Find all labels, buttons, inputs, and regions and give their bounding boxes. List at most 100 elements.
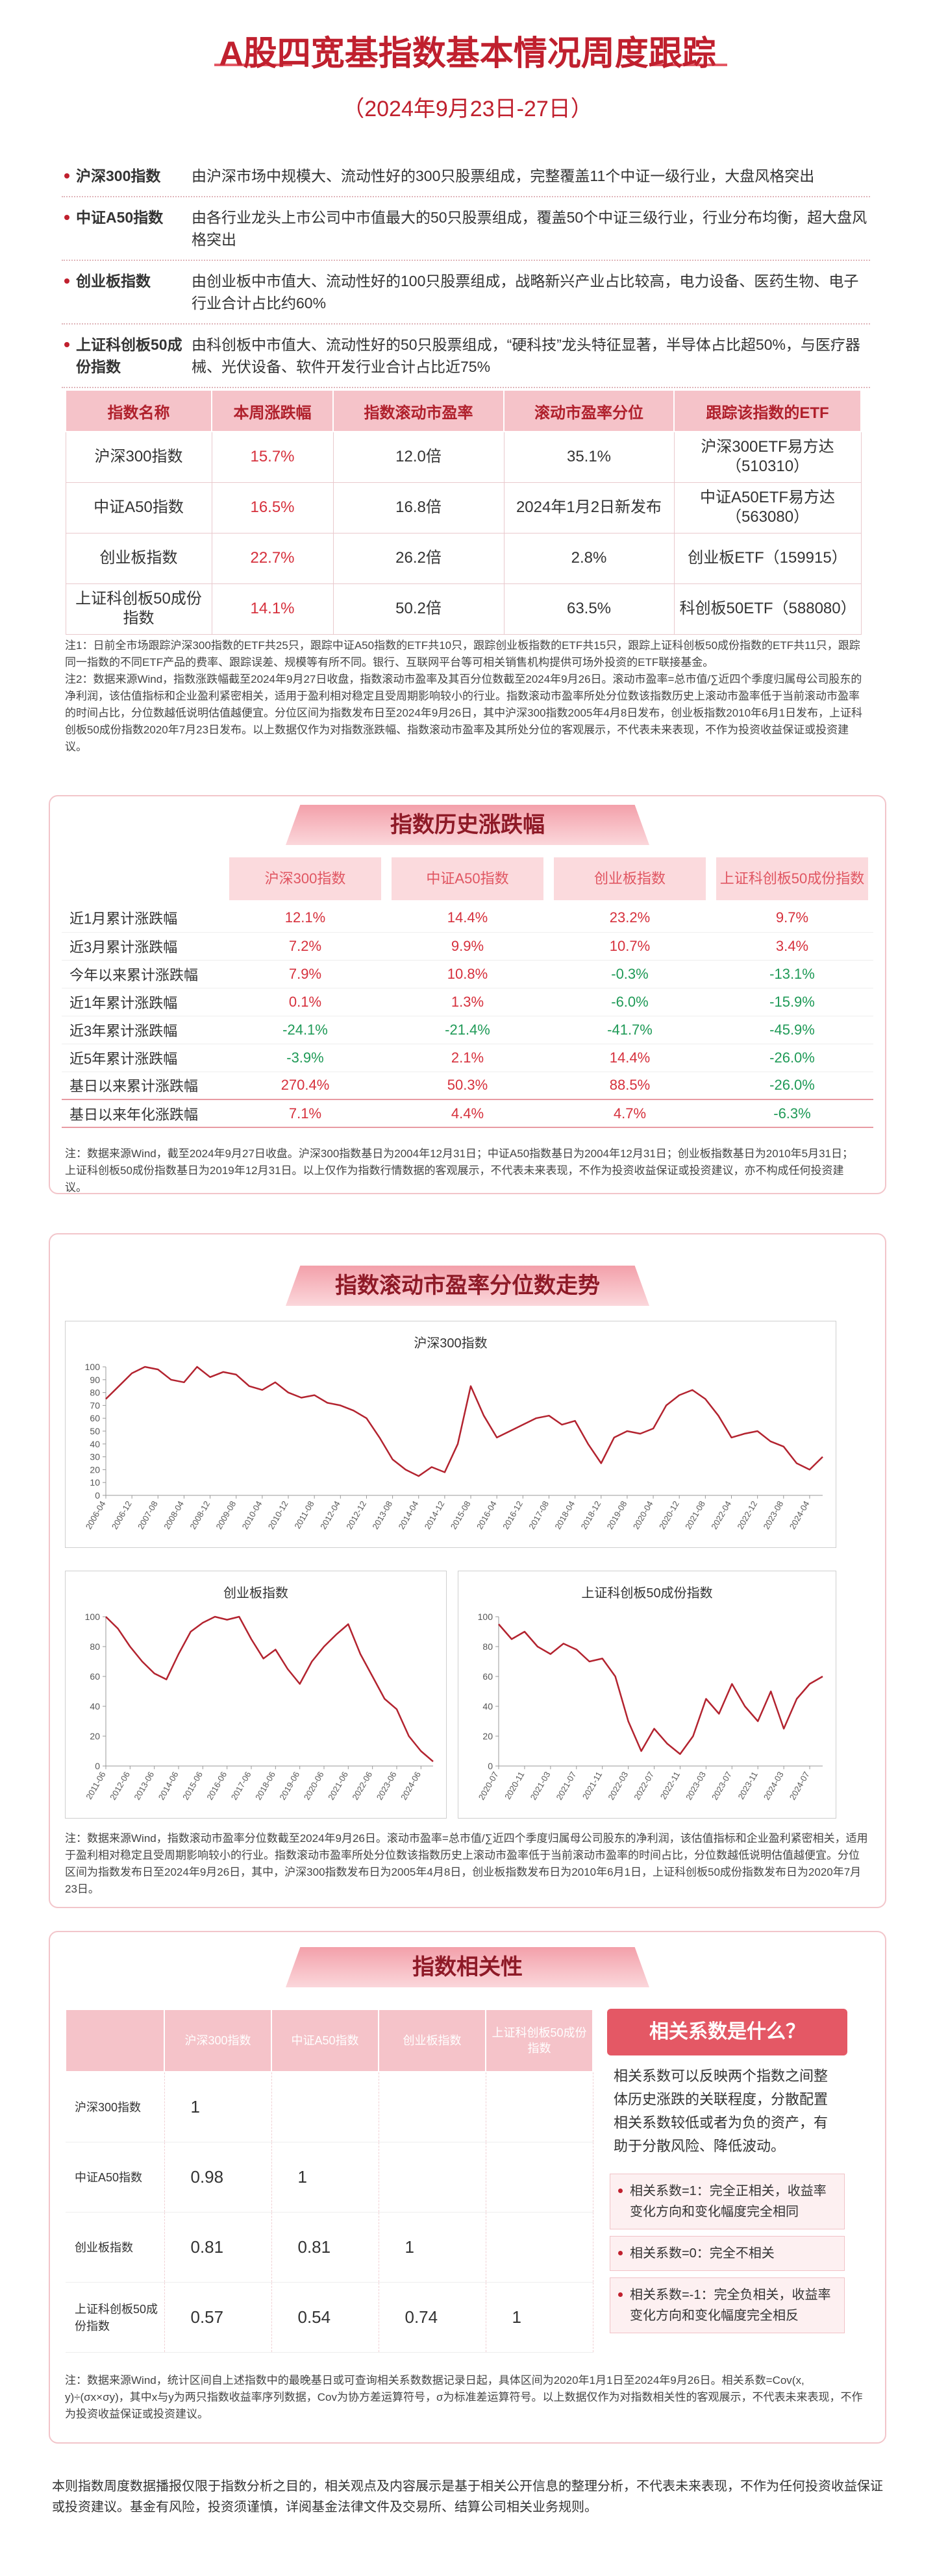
header-cell: 沪深300指数 [224,853,386,904]
row: 近1月累计涨跌幅 12.1% 14.4% 23.2% 9.7% [62,904,873,933]
cell: 22.7% [211,532,334,584]
panel-bullet: 相关系数=-1：完全负相关，收益率变化方向和变化幅度完全相反 [610,2277,845,2333]
x-tick-label: 2018-04 [553,1499,577,1531]
row: 沪深300指数 15.7% 12.0倍 35.1% 沪深300ETF易方达（510310… [65,431,862,483]
row: 基日以来年化涨跌幅 7.1% 4.4% 4.7% -6.3% [62,1099,873,1128]
value-cell: -41.7% [549,1016,711,1044]
y-tick-label: 70 [90,1400,100,1410]
value-cell: 9.7% [711,904,873,933]
note: 注：数据来源Wind，指数滚动市盈率分位数截至2024年9月26日。滚动市盈率=… [65,1832,868,1895]
x-tick-label: 2021-08 [683,1499,707,1531]
x-tick-label: 2012-04 [318,1499,342,1531]
y-tick-label: 40 [90,1701,100,1711]
x-tick-label: 2023-07 [710,1770,734,1802]
header-cell: 指数滚动市盈率 [332,389,505,432]
cell: 2024年1月2日新发布 [503,482,675,534]
x-tick-label: 2015-06 [181,1770,205,1802]
empty-cell [379,2142,486,2213]
y-tick-label: 90 [90,1375,100,1385]
row-label: 上证科创板50成份指数 [66,2282,165,2353]
row-label: 近1年累计涨跌幅 [62,988,224,1016]
header-cell: 上证科创板50成份指数 [711,853,873,904]
x-tick-label: 2013-08 [370,1499,394,1531]
x-tick-label: 2019-08 [605,1499,629,1531]
value-cell: 1 [164,2072,272,2142]
x-tick-label: 2021-07 [555,1770,579,1802]
row-label: 近1月累计涨跌幅 [62,904,224,933]
summary-table: 指数名称 本周涨跌幅 指数滚动市盈率 滚动市盈率分位 跟踪该指数的ETF 沪深300指数 1… [65,389,862,635]
x-tick-label: 2024-06 [399,1770,423,1802]
intro-list: 沪深300指数 由沪深市场中规模大、流动性好的300只股票组成，完整覆盖11个中证… [62,156,870,388]
value-cell: 4.7% [549,1099,711,1128]
value-cell: 0.74 [379,2282,486,2353]
x-tick-label: 2020-04 [631,1499,655,1531]
x-tick-label: 2011-08 [292,1499,316,1530]
x-tick-label: 2018-06 [253,1770,277,1802]
value-cell: 4.4% [386,1099,549,1128]
row-label: 近3月累计涨跌幅 [62,932,224,961]
header-cell: 本周涨跌幅 [211,389,334,432]
value-cell: -21.4% [386,1016,549,1044]
value-cell: -15.9% [711,988,873,1016]
value-cell: 1 [271,2142,379,2213]
cell: 12.0倍 [332,431,505,483]
header-cell: 滚动市盈率分位 [503,389,675,432]
value-cell: -6.3% [711,1099,873,1128]
panel-title: 相关系数是什么？ [607,2009,847,2055]
x-tick-label: 2022-06 [350,1770,374,1802]
chart-box: 上证科创板50成份指数 0 20 40 60 80 100 2020-07 2020-11 202… [458,1571,836,1819]
value-cell: 3.4% [711,932,873,961]
value-cell: 0.57 [164,2282,272,2353]
row: 基日以来累计涨跌幅 270.4% 50.3% 88.5% -26.0% [62,1072,873,1100]
header-label: 中证A50指数 [392,857,543,900]
x-tick-label: 2024-04 [788,1499,812,1531]
cell: 沪深300ETF易方达（510310） [673,431,862,483]
row-label: 沪深300指数 [66,2072,165,2142]
cell: 中证A50指数 [65,482,212,534]
value-cell: 2.1% [386,1044,549,1072]
x-tick-label: 2022-07 [632,1770,656,1802]
x-tick-label: 2016-12 [501,1499,525,1531]
cell: 上证科创板50成份指数 [65,583,212,635]
y-tick-label: 40 [90,1439,100,1449]
x-tick-label: 2011-06 [84,1770,107,1801]
x-tick-label: 2017-08 [527,1499,551,1531]
cell: 创业板指数 [65,532,212,584]
y-tick-label: 100 [85,1362,101,1372]
header-cell: 跟踪该指数的ETF [673,389,862,432]
header-cell: 创业板指数 [378,2009,486,2072]
x-tick-label: 2009-08 [214,1499,238,1531]
cell: 15.7% [211,431,334,483]
value-cell: -13.1% [711,960,873,988]
value-cell: 10.8% [386,960,549,988]
x-tick-label: 2020-12 [657,1499,681,1531]
row: 创业板指数 0.81 0.81 1 [66,2212,593,2283]
x-tick-label: 2008-04 [162,1499,186,1531]
y-tick-label: 0 [95,1761,100,1771]
y-tick-label: 50 [90,1426,100,1436]
value-cell: 1 [379,2212,486,2283]
value-cell: 1.3% [386,988,549,1016]
row: 上证科创板50成份指数 0.57 0.54 0.74 1 [66,2282,593,2353]
y-tick-label: 60 [90,1671,100,1682]
cell: 16.8倍 [332,482,505,534]
value-cell: -3.9% [224,1044,386,1072]
empty-cell [486,2212,593,2283]
cell: 14.1% [211,583,334,635]
index-name: 沪深300指数 [62,165,192,187]
value-cell: 12.1% [224,904,386,933]
panel-bullet: 相关系数=0：完全不相关 [610,2236,845,2271]
x-tick-label: 2024-03 [762,1770,786,1802]
y-tick-label: 40 [482,1701,493,1711]
cell: 科创板50ETF（588080） [673,583,862,635]
empty-cell [379,2072,486,2142]
index-desc: 由科创板中市值大、流动性好的50只股票组成，“硬科技”龙头特征显著，半导体占比超… [192,336,860,375]
data-line [105,1366,823,1477]
value-cell: 50.3% [386,1072,549,1100]
x-tick-label: 2006-12 [110,1499,134,1531]
value-cell: 0.81 [164,2212,272,2283]
x-tick-label: 2023-08 [762,1499,786,1531]
y-tick-label: 100 [85,1612,101,1622]
cell: 沪深300指数 [65,431,212,483]
value-cell: -6.0% [549,988,711,1016]
